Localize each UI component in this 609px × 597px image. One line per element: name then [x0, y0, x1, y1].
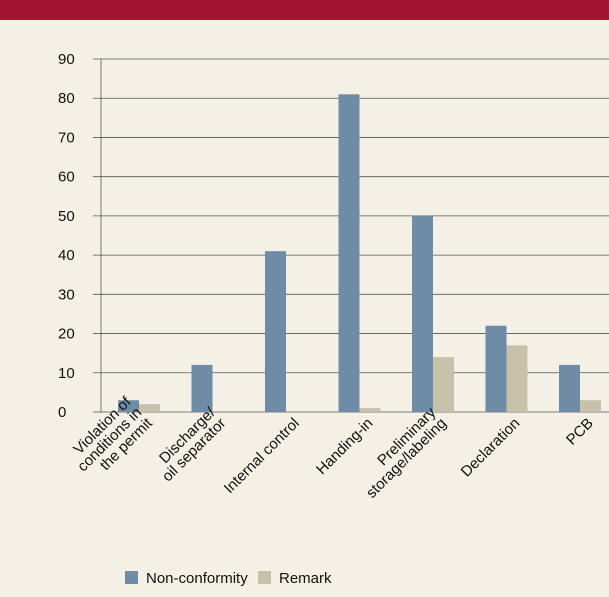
bar — [359, 408, 381, 412]
y-tick-label: 50 — [58, 208, 75, 225]
bar — [139, 404, 160, 412]
y-tick-label: 90 — [58, 51, 75, 68]
y-tick-label: 0 — [58, 404, 66, 421]
bar — [338, 94, 360, 413]
bar — [412, 215, 433, 412]
legend-label: Remark — [279, 570, 332, 587]
legend-swatch — [125, 571, 138, 584]
banner — [0, 0, 609, 20]
bar — [485, 325, 507, 412]
bar — [506, 345, 528, 412]
y-tick-label: 30 — [58, 286, 75, 303]
bar — [265, 251, 286, 412]
y-tick-label: 40 — [58, 247, 75, 264]
y-tick-label: 70 — [58, 129, 75, 146]
y-tick-label: 80 — [58, 90, 75, 107]
y-tick-label: 60 — [58, 169, 75, 186]
legend-swatch — [258, 571, 271, 584]
bar — [191, 364, 213, 412]
legend-label: Non-conformity — [146, 570, 248, 587]
bar — [118, 400, 139, 412]
y-tick-label: 10 — [58, 365, 75, 382]
bar — [433, 357, 454, 412]
y-tick-label: 20 — [58, 326, 75, 343]
bar — [559, 364, 580, 412]
bar — [580, 400, 601, 412]
